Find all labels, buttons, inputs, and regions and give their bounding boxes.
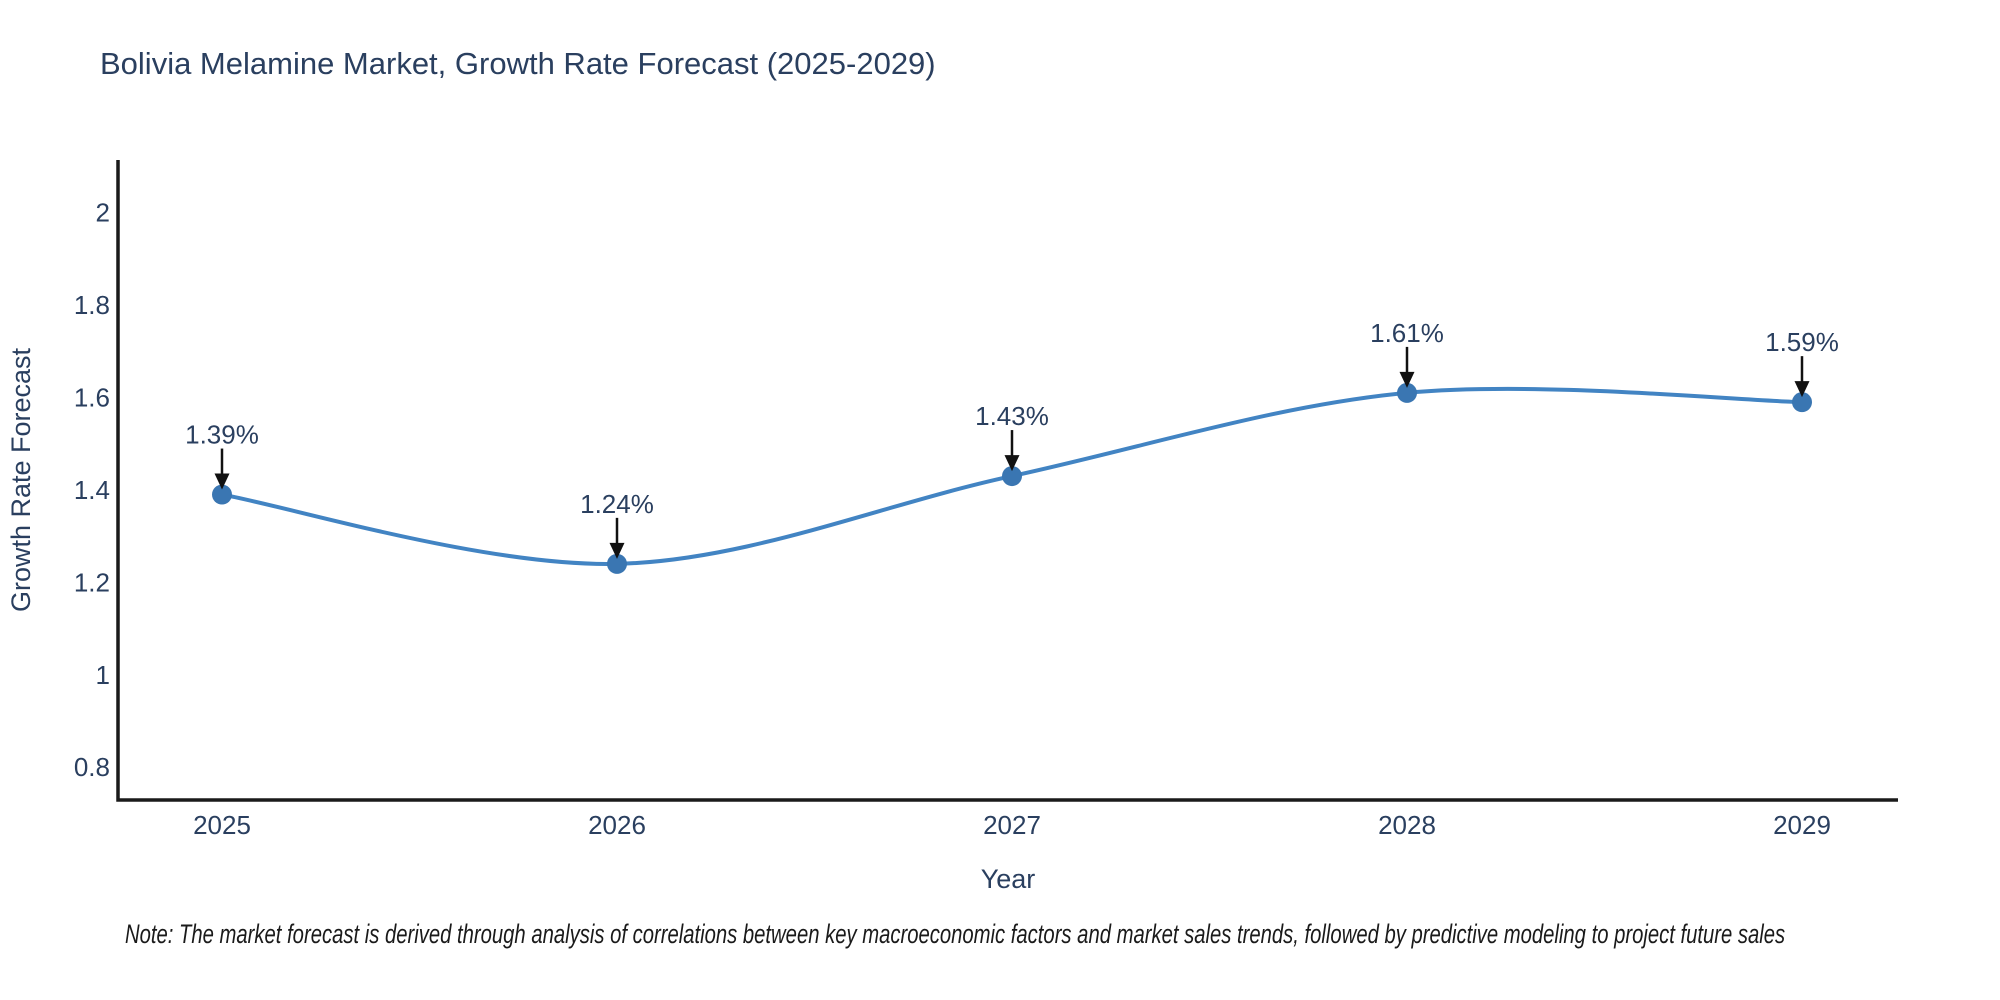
y-tick-label: 1.8: [74, 290, 110, 320]
annotation-arrowhead: [1794, 381, 1810, 398]
axis-lines: [116, 160, 1898, 802]
y-tick-label: 1.2: [74, 567, 110, 597]
y-tick-label: 1: [96, 660, 110, 690]
data-point-marker: [212, 484, 232, 505]
x-tick-label: 2025: [193, 810, 251, 840]
y-tick-label: 1.6: [74, 383, 110, 413]
annotation-arrowhead: [609, 542, 625, 559]
annotation-label: 1.59%: [1765, 327, 1839, 357]
x-tick-label: 2029: [1773, 810, 1831, 840]
chart-title: Bolivia Melamine Market, Growth Rate For…: [100, 46, 936, 81]
x-axis-title: Year: [981, 864, 1036, 894]
annotation-label: 1.24%: [580, 489, 654, 519]
data-point-marker: [1792, 392, 1812, 413]
annotation-label: 1.39%: [185, 420, 259, 450]
y-axis-title: Growth Rate Forecast: [6, 347, 36, 612]
annotation-arrowhead: [214, 473, 230, 490]
annotation-label: 1.43%: [975, 401, 1049, 431]
data-point-marker: [1002, 466, 1022, 487]
y-tick-label: 2: [96, 198, 110, 228]
annotation-arrowhead: [1399, 371, 1415, 388]
x-tick-label: 2026: [588, 810, 646, 840]
annotation-label: 1.61%: [1370, 318, 1444, 348]
annotation-arrowhead: [1004, 455, 1020, 472]
annotation-layer: 1.39% 1.24% 1.43% 1.61% 1.59%: [185, 318, 1839, 559]
y-tick-label: 1.4: [74, 475, 110, 505]
footnote-text: Note: The market forecast is derived thr…: [125, 919, 1786, 949]
axis-layer: 0.8 1 1.2 1.4 1.6 1.8 2 Growth Rate Forecast 202…: [6, 160, 1898, 894]
x-tick-label: 2028: [1378, 810, 1436, 840]
data-point-marker: [1397, 382, 1417, 403]
y-tick-label: 0.8: [74, 752, 110, 782]
data-point-marker: [607, 553, 627, 574]
x-tick-label: 2027: [983, 810, 1041, 840]
series-layer: [212, 382, 1812, 574]
